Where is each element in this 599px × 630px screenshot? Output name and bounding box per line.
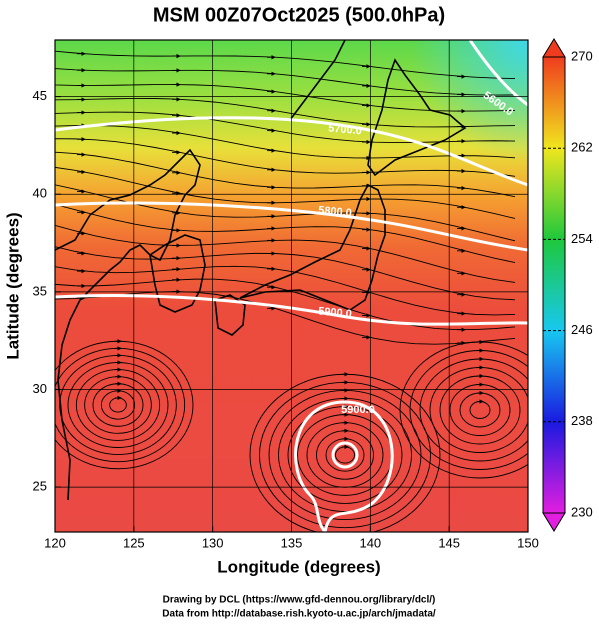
streamline bbox=[55, 151, 516, 198]
footer-text: Drawing by DCL (https://www.gfd-dennou.o… bbox=[163, 595, 436, 606]
y-axis-label: Latitude (degrees) bbox=[3, 212, 22, 359]
streamline bbox=[55, 256, 516, 316]
contour-label: 5900.0 bbox=[318, 305, 353, 320]
coastline bbox=[289, 40, 346, 121]
axes: 120 125 130 135 140 145 150 25 30 35 40 45 bbox=[33, 88, 539, 550]
streamline bbox=[55, 272, 516, 331]
y-tick-label: 45 bbox=[33, 88, 47, 103]
contour-line bbox=[55, 294, 528, 326]
colorbar-tick-label: 238 bbox=[571, 413, 593, 428]
grid bbox=[55, 40, 528, 532]
plot-area bbox=[55, 40, 528, 532]
colorbar-tick-label: 262 bbox=[571, 140, 593, 155]
contour-label: 5700.0 bbox=[328, 122, 363, 137]
streamline bbox=[55, 125, 516, 159]
colorbar-tick-label: 254 bbox=[571, 231, 593, 246]
x-tick-label: 130 bbox=[202, 535, 224, 550]
y-tick-label: 25 bbox=[33, 479, 47, 494]
coastline bbox=[239, 183, 386, 311]
contour-label: 5800.0 bbox=[318, 204, 353, 219]
streamline bbox=[55, 64, 516, 96]
colorbar-tick-label: 270 bbox=[571, 48, 593, 63]
contour-line bbox=[331, 441, 359, 469]
colorbar-top bbox=[542, 38, 566, 58]
contour-line bbox=[294, 400, 394, 532]
streamline bbox=[55, 111, 516, 144]
coastline bbox=[55, 40, 467, 501]
y-tick-label: 40 bbox=[33, 186, 47, 201]
streamline bbox=[55, 224, 516, 283]
contour-label: 5900.0 bbox=[341, 404, 375, 416]
contour-line bbox=[55, 201, 528, 252]
y-tick-label: 30 bbox=[33, 381, 47, 396]
streamline bbox=[55, 203, 516, 263]
x-tick-label: 140 bbox=[359, 535, 381, 550]
x-tick-label: 145 bbox=[438, 535, 460, 550]
streamlines bbox=[55, 48, 528, 532]
coastline bbox=[55, 148, 201, 501]
footer-text: Data from http://database.rish.kyoto-u.a… bbox=[162, 609, 436, 620]
colorbar-bottom bbox=[542, 512, 566, 532]
colorbar-scale bbox=[542, 56, 566, 514]
streamline bbox=[55, 96, 516, 128]
x-axis-label: Longitude (degrees) bbox=[217, 557, 380, 576]
streamline bbox=[55, 166, 516, 219]
y-tick-label: 35 bbox=[33, 283, 47, 298]
contours bbox=[55, 40, 528, 532]
colorbar-tick-label: 230 bbox=[571, 504, 593, 519]
x-tick-label: 150 bbox=[517, 535, 539, 550]
coastline bbox=[214, 294, 246, 336]
coastline bbox=[149, 234, 206, 313]
streamline bbox=[55, 138, 516, 177]
contour-line bbox=[55, 116, 528, 187]
colorbar-tick-label: 246 bbox=[571, 322, 593, 337]
title: MSM 00Z07Oct2025 (500.0hPa) bbox=[153, 4, 445, 26]
streamline bbox=[55, 240, 516, 301]
colorbar: 230 238 246 254 262 270 bbox=[542, 38, 593, 532]
x-tick-label: 125 bbox=[123, 535, 145, 550]
x-tick-label: 120 bbox=[44, 535, 66, 550]
streamline bbox=[55, 48, 516, 80]
x-tick-label: 135 bbox=[281, 535, 303, 550]
contour-line bbox=[468, 40, 528, 107]
